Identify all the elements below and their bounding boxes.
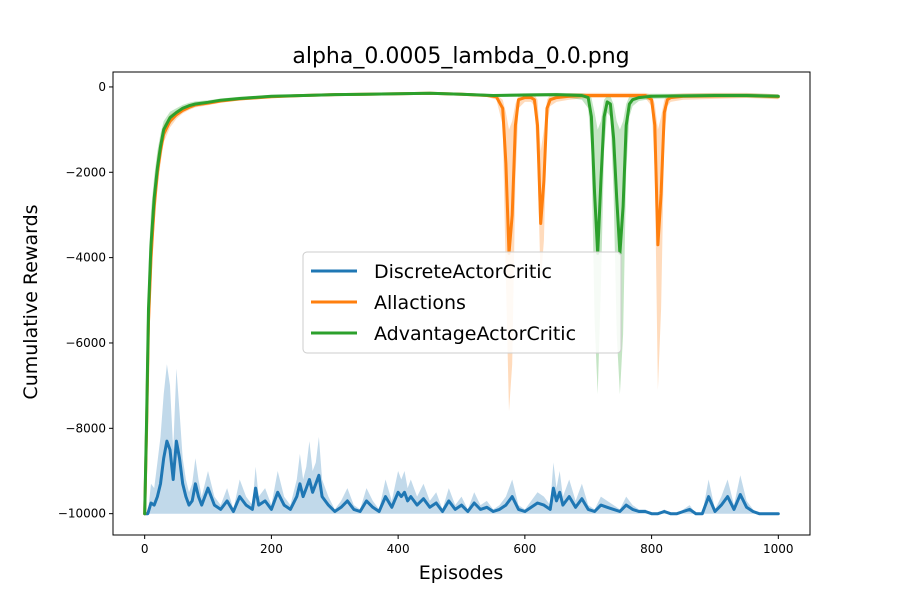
y-tick-label: −10000	[58, 507, 106, 521]
legend-label-advantageactorcritic: AdvantageActorCritic	[374, 323, 576, 345]
x-axis-ticks: 0 200 400 600 800 1000	[141, 535, 794, 556]
y-tick-label: −8000	[65, 421, 106, 435]
series-line-discreteactorcritic	[143, 439, 780, 516]
series-line-advantageactorcritic	[143, 91, 780, 516]
legend-box	[302, 251, 622, 354]
plot-frame	[112, 71, 811, 536]
confidence-bands	[144, 92, 779, 514]
series-line-allactions	[143, 91, 780, 516]
legend: DiscreteActorCritic Allactions AdvantageAc…	[302, 251, 622, 354]
y-axis-ticks: 0 −2000 −4000 −6000 −8000 −10000	[58, 80, 113, 521]
x-tick-label: 400	[387, 542, 410, 556]
x-tick-label: 1000	[763, 542, 794, 556]
y-tick-label: −2000	[65, 165, 106, 179]
chart-title: alpha_0.0005_lambda_0.0.png	[292, 44, 629, 69]
legend-label-allactions: Allactions	[374, 292, 466, 314]
x-tick-label: 800	[640, 542, 663, 556]
y-tick-label: −4000	[65, 251, 106, 265]
y-tick-label: 0	[98, 80, 106, 94]
band-advantageactorcritic	[144, 92, 779, 514]
x-tick-label: 600	[513, 542, 536, 556]
band-discreteactorcritic	[144, 364, 779, 514]
legend-label-discreteactorcritic: DiscreteActorCritic	[374, 261, 552, 283]
x-tick-label: 0	[141, 542, 149, 556]
y-axis-label: Cumulative Rewards	[20, 204, 42, 399]
series-lines	[143, 91, 780, 516]
x-axis-label: Episodes	[419, 562, 504, 584]
x-tick-label: 200	[260, 542, 283, 556]
y-tick-label: −6000	[65, 336, 106, 350]
